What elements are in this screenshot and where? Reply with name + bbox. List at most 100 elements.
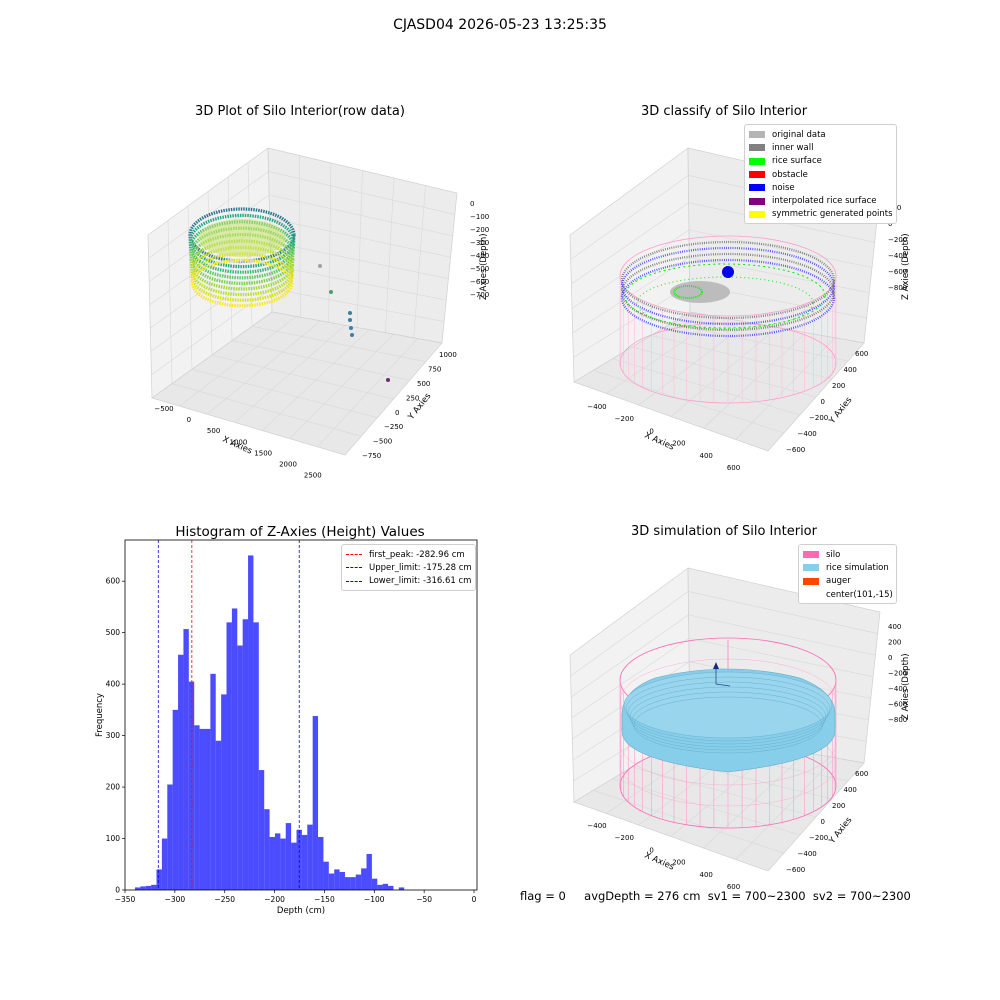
histogram-bar <box>215 740 222 890</box>
histogram-bar <box>361 868 367 890</box>
noise-cluster <box>722 266 734 278</box>
histogram-bar <box>318 836 324 890</box>
grid-line <box>688 591 878 634</box>
legend-entry: center(101,-15) <box>803 588 893 601</box>
legend-entry: rice surface <box>749 155 892 168</box>
x-tick-label: 2000 <box>279 461 297 469</box>
flag-value: flag = 0 <box>520 889 566 903</box>
y-tick-label: −250 <box>384 423 403 431</box>
panel4-title: 3D simulation of Silo Interior <box>631 524 817 539</box>
histogram-bar <box>355 874 362 890</box>
histogram-legend: first_peak: -282.96 cm Upper_limit: -175.… <box>341 544 476 591</box>
histogram-bar <box>388 885 394 890</box>
outlier-point <box>349 326 353 330</box>
z-tick-label: −600 <box>888 268 907 276</box>
histogram-bar <box>323 861 329 890</box>
y-tick-label: −600 <box>786 446 805 454</box>
histogram-bar <box>350 877 356 890</box>
histogram-bar <box>328 873 335 890</box>
grid-line <box>179 316 297 407</box>
grid-line <box>688 637 874 678</box>
outlier-point <box>348 318 352 322</box>
histogram-bar <box>280 838 286 890</box>
legend-swatch <box>749 184 765 192</box>
figure-title: CJASD04 2026-05-23 13:25:35 <box>393 17 607 33</box>
grid-line <box>570 591 689 677</box>
z-axis-label: Z Axies (Depth) <box>479 233 489 300</box>
auger-line <box>715 668 731 687</box>
grid-line <box>573 284 690 358</box>
y-tick-label: 0 <box>115 886 120 895</box>
legend-entry: Upper_limit: -175.28 cm <box>346 561 472 574</box>
y-tick-label: −400 <box>798 850 817 858</box>
outlier-point <box>386 378 390 382</box>
grid-line <box>413 185 426 338</box>
histogram-bar <box>151 884 157 890</box>
grid-line <box>262 329 370 431</box>
grid-line <box>299 155 301 318</box>
z-tick-label: −600 <box>888 701 907 709</box>
histogram-bar <box>134 887 141 890</box>
legend-swatch <box>803 591 819 598</box>
histogram-bar <box>258 770 265 890</box>
x-tick-label: −50 <box>416 895 432 904</box>
legend-label: Upper_limit: -175.28 cm <box>369 562 472 573</box>
z-axis-label: Z Axies (Depth) <box>901 653 911 720</box>
y-tick-label: 100 <box>106 834 121 843</box>
legend-entry: symmetric generated points <box>749 208 893 221</box>
legend-swatch <box>803 564 819 572</box>
histogram-bar <box>237 645 243 890</box>
grid-line <box>289 333 394 439</box>
x-tick-label: −150 <box>314 895 335 904</box>
x-axis-label: Depth (cm) <box>277 906 325 916</box>
y-tick-label: 200 <box>832 382 845 390</box>
histogram-bar <box>231 608 238 890</box>
histogram-bar <box>199 728 205 890</box>
legend-entry: obstacle <box>749 168 892 181</box>
x-tick-label: 0 <box>649 427 653 435</box>
grid-line <box>638 322 749 406</box>
z-tick-label: 0 <box>470 200 474 208</box>
grid-line <box>688 614 876 656</box>
legend-label: rice simulation <box>826 562 889 573</box>
z-tick-label: 200 <box>888 639 901 647</box>
original-data-cluster <box>670 281 730 303</box>
y-tick-label: 750 <box>428 366 441 374</box>
y-tick-label: 500 <box>106 628 121 637</box>
grid-line <box>171 383 362 437</box>
outlier-point <box>329 290 333 294</box>
histogram-bar <box>167 784 173 890</box>
histogram-bar <box>145 885 152 890</box>
x-tick-label: 400 <box>700 871 713 879</box>
histogram-bar <box>264 809 270 890</box>
x-tick-label: 200 <box>672 440 685 448</box>
y-tick-label: −600 <box>786 866 805 874</box>
histogram-bar <box>194 725 200 890</box>
legend-swatch <box>346 580 362 582</box>
grid-line <box>570 614 689 698</box>
x-tick-label: 0 <box>649 846 653 854</box>
legend-label: noise <box>772 182 795 193</box>
histogram-bar <box>285 823 292 890</box>
grid-line <box>571 638 690 719</box>
legend-entry: rice simulation <box>803 561 892 574</box>
y-tick-label: 400 <box>106 680 121 689</box>
grid-line <box>356 170 363 328</box>
legend-label: first_peak: -282.96 cm <box>369 549 465 560</box>
grid-line <box>735 757 836 860</box>
rice-mesh-line <box>625 676 831 742</box>
x-tick-label: 0 <box>187 416 191 424</box>
y-tick-label: 300 <box>106 731 121 740</box>
ring-layer <box>190 245 294 297</box>
z-tick-label: −200 <box>888 236 907 244</box>
z-axis-label: Z Axies (Depth) <box>901 233 911 300</box>
legend-label: center(101,-15) <box>826 589 893 600</box>
histogram-title: Histogram of Z-Axies (Height) Values <box>175 524 425 540</box>
legend-label: silo <box>826 549 841 560</box>
legend-entry: first_peak: -282.96 cm <box>346 548 471 561</box>
legend-entry: original data <box>749 128 892 141</box>
y-tick-label: −400 <box>798 430 817 438</box>
legend-label: symmetric generated points <box>772 209 893 220</box>
histogram-bar <box>366 853 372 890</box>
